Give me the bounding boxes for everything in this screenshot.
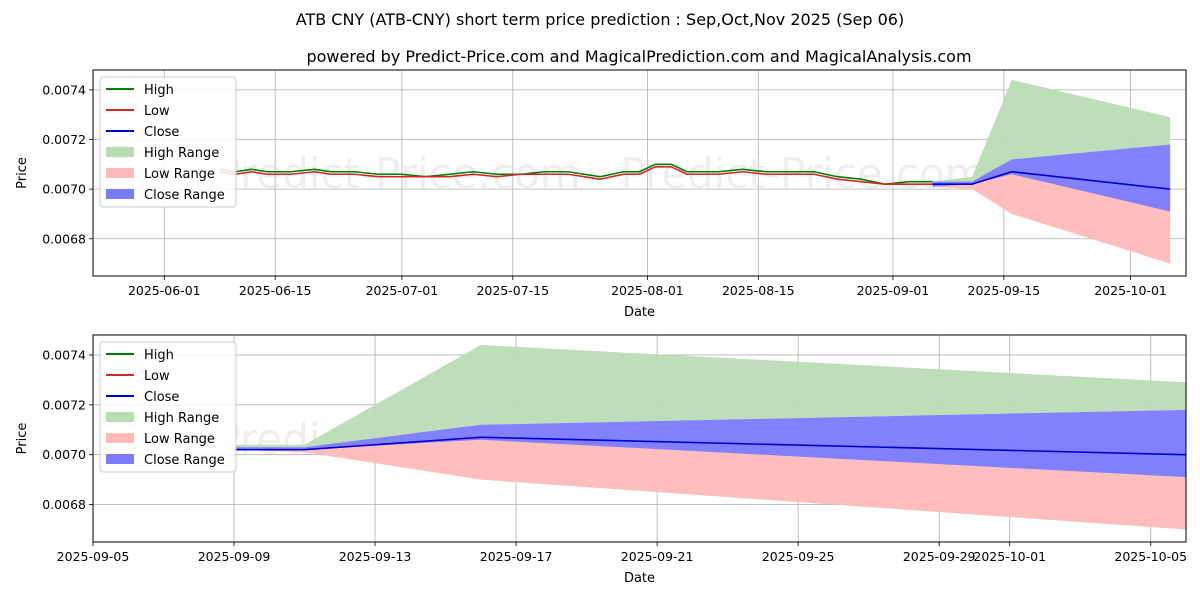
x-tick-label: 2025-06-01 xyxy=(128,283,201,298)
legend-label: Close Range xyxy=(144,453,225,468)
x-tick-label: 2025-09-09 xyxy=(198,549,271,564)
y-tick-label: 0.0072 xyxy=(42,132,86,147)
x-tick-label: 2025-09-05 xyxy=(57,549,130,564)
bottom-panel: Predict-Price.comPredict-Price.com2025-0… xyxy=(15,334,1187,586)
legend-label: Close xyxy=(144,390,179,405)
plot-frame xyxy=(92,334,1187,543)
y-tick-label: 0.0072 xyxy=(42,397,86,412)
x-tick-label: 2025-09-17 xyxy=(480,549,553,564)
x-tick-label: 2025-08-15 xyxy=(722,283,795,298)
x-tick-label: 2025-10-01 xyxy=(1094,283,1167,298)
plot-frame xyxy=(92,69,1187,277)
x-tick-label: 2025-09-29 xyxy=(903,549,976,564)
legend-swatch-box xyxy=(106,168,134,178)
legend-label: Low xyxy=(144,369,170,384)
high-range-band xyxy=(234,344,1187,450)
y-tick-label: 0.0074 xyxy=(42,347,86,362)
x-axis-label: Date xyxy=(624,571,655,586)
x-tick-label: 2025-10-01 xyxy=(973,549,1046,564)
legend-label: Close xyxy=(144,125,179,140)
x-tick-label: 2025-09-21 xyxy=(621,549,694,564)
legend: High Low Close High Range Low Range Close Ran… xyxy=(99,76,237,208)
top-panel: Predict-Price.com Predict-Price.com2025-0… xyxy=(15,69,1187,320)
y-axis-label: Price xyxy=(15,157,30,189)
chart-subtitle: powered by Predict-Price.com and Magical… xyxy=(306,47,971,66)
y-tick-label: 0.0068 xyxy=(42,231,86,246)
x-tick-label: 2025-10-05 xyxy=(1114,549,1187,564)
legend-swatch-box xyxy=(106,147,134,157)
x-tick-label: 2025-07-01 xyxy=(366,283,439,298)
y-tick-label: 0.0070 xyxy=(42,182,86,197)
x-tick-label: 2025-09-25 xyxy=(762,549,835,564)
x-tick-label: 2025-08-01 xyxy=(611,283,684,298)
legend-label: Close Range xyxy=(144,188,225,203)
x-tick-label: 2025-07-15 xyxy=(476,283,549,298)
x-tick-label: 2025-09-15 xyxy=(968,283,1041,298)
chart-title: ATB CNY (ATB-CNY) short term price predi… xyxy=(296,10,904,29)
y-tick-label: 0.0068 xyxy=(42,497,86,512)
low-series-line xyxy=(219,165,933,185)
high-range-band xyxy=(932,79,1171,187)
x-tick-label: 2025-06-15 xyxy=(239,283,312,298)
legend-label: High xyxy=(144,83,174,98)
legend: High Low Close High Range Low Range Close Ran… xyxy=(99,341,237,473)
high-series-line xyxy=(219,163,933,185)
legend-label: High xyxy=(144,348,174,363)
legend-label: High Range xyxy=(144,411,219,426)
y-tick-label: 0.0070 xyxy=(42,447,86,462)
legend-label: Low Range xyxy=(144,167,215,182)
x-axis-label: Date xyxy=(624,305,655,320)
y-tick-label: 0.0074 xyxy=(42,82,86,97)
x-tick-label: 2025-09-01 xyxy=(857,283,930,298)
close-series-line xyxy=(932,170,1171,190)
legend-swatch-box xyxy=(106,433,134,443)
legend-swatch-box xyxy=(106,189,134,199)
close-range-band xyxy=(932,144,1171,212)
legend-label: Low Range xyxy=(144,432,215,447)
legend-label: High Range xyxy=(144,146,219,161)
legend-swatch-box xyxy=(106,412,134,422)
legend-label: Low xyxy=(144,104,170,119)
y-axis-label: Price xyxy=(15,423,30,455)
legend-swatch-box xyxy=(106,454,134,464)
close-series-line xyxy=(234,436,1187,456)
x-tick-label: 2025-09-13 xyxy=(339,549,412,564)
